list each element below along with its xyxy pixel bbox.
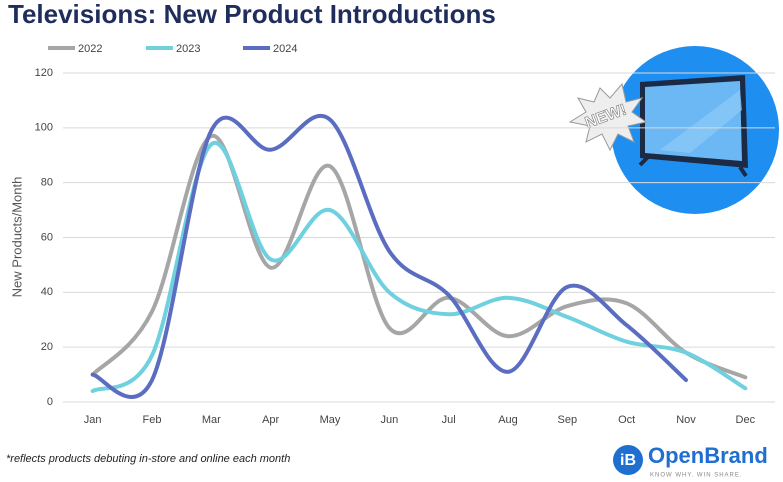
footnote: *reflects products debuting in-store and… — [6, 453, 290, 465]
tv-icon — [568, 46, 779, 214]
y-tick-label: 120 — [35, 67, 53, 79]
legend-label: 2024 — [273, 43, 297, 55]
x-tick-label: Oct — [618, 414, 635, 426]
x-tick-label: Dec — [736, 414, 756, 426]
legend-label: 2023 — [176, 43, 200, 55]
y-axis-label: New Products/Month — [9, 177, 24, 298]
x-tick-label: Feb — [143, 414, 162, 426]
line-series — [90, 114, 688, 399]
x-tick-label: Apr — [262, 414, 279, 426]
line-series — [90, 134, 748, 380]
y-tick-label: 40 — [41, 286, 53, 298]
x-tick-label: Mar — [202, 414, 221, 426]
chart-title: Televisions: New Product Introductions — [8, 0, 496, 29]
brand-logo: iB — [613, 445, 643, 475]
x-tick-label: Nov — [676, 414, 696, 426]
brand-tagline: KNOW WHY. WIN SHARE. — [650, 473, 743, 479]
y-tick-label: 80 — [41, 177, 53, 189]
svg-text:iB: iB — [620, 452, 636, 469]
brand-name: OpenBrand — [648, 443, 768, 468]
y-tick-label: 100 — [35, 122, 53, 134]
x-tick-label: Jan — [84, 414, 102, 426]
y-tick-label: 20 — [41, 341, 53, 353]
legend-label: 2022 — [78, 43, 102, 55]
x-tick-label: Sep — [558, 414, 578, 426]
x-tick-label: Aug — [498, 414, 518, 426]
y-tick-label: 60 — [41, 231, 53, 243]
x-tick-label: Jul — [442, 414, 456, 426]
y-tick-label: 0 — [47, 396, 53, 408]
x-tick-label: Jun — [380, 414, 398, 426]
x-tick-label: May — [320, 414, 341, 426]
